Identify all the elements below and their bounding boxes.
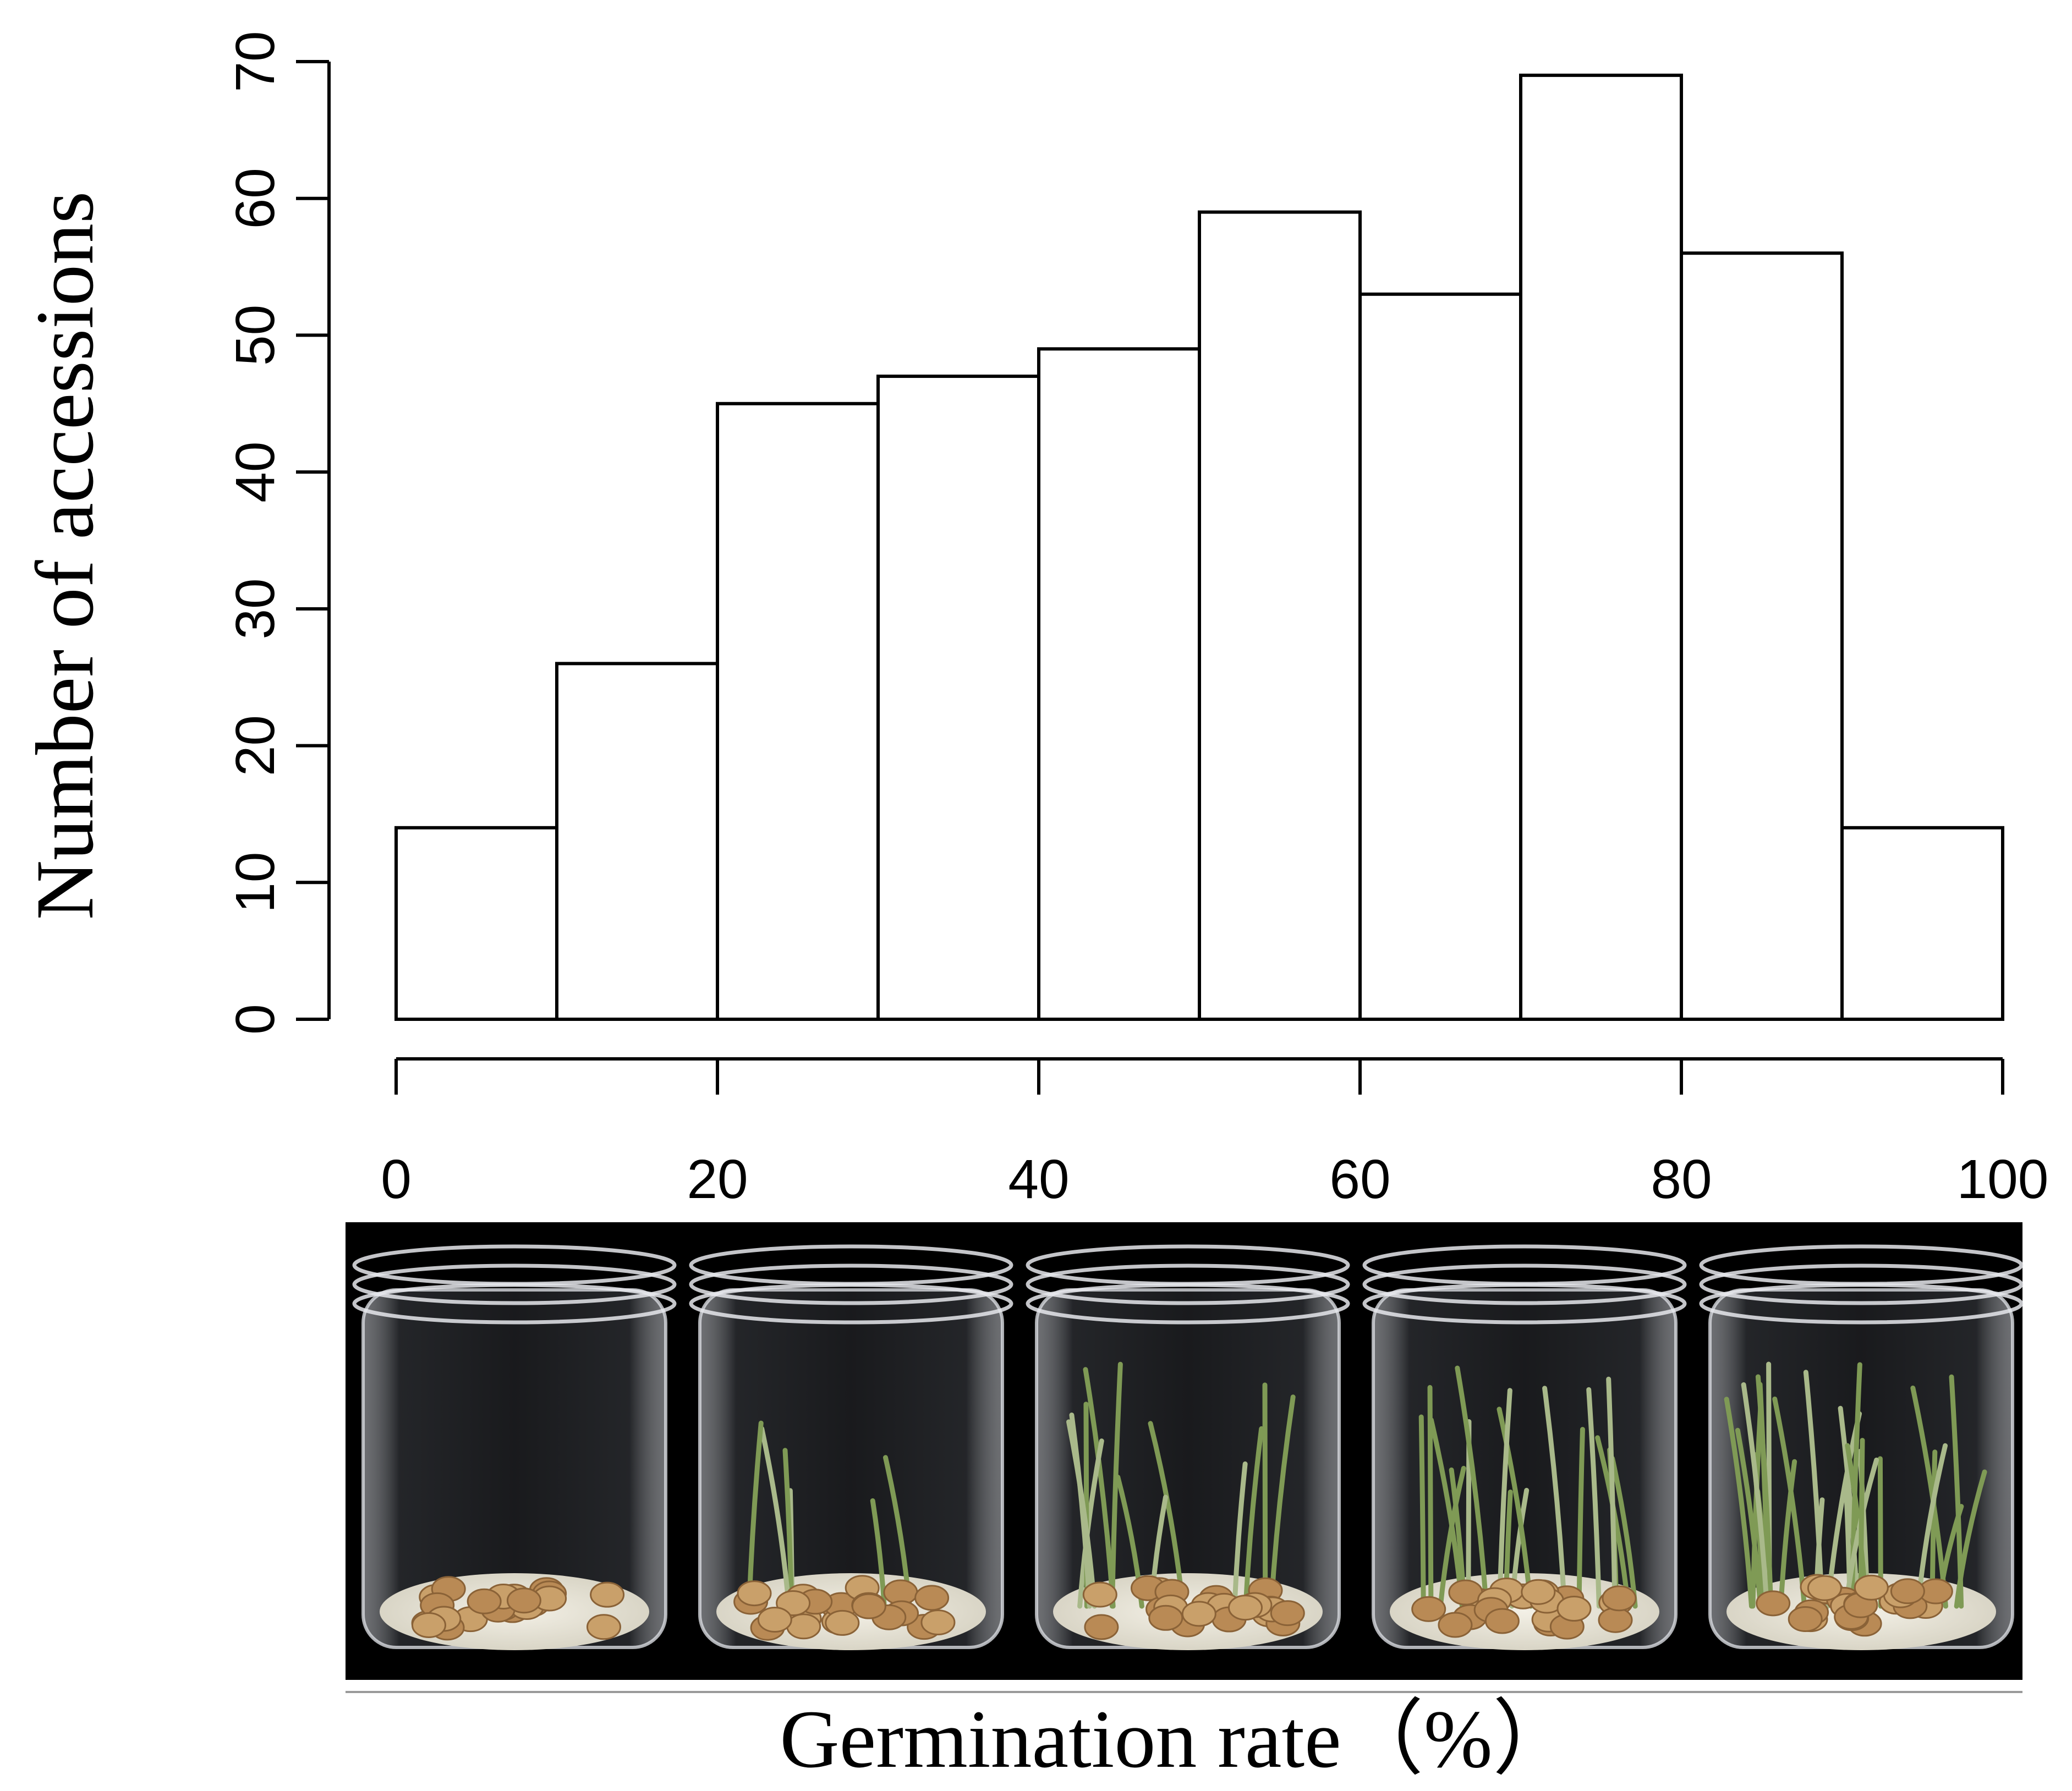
histogram-bar [1840, 826, 2004, 1021]
histogram-bars [394, 73, 2004, 1021]
x-tick-label: 0 [381, 1149, 412, 1210]
y-tick-label: 40 [224, 442, 286, 503]
germination-photo [346, 1222, 2024, 1680]
y-tick-label: 70 [224, 31, 286, 92]
histogram-bar [555, 662, 719, 1021]
y-tick-label: 10 [224, 852, 286, 913]
seed-jar [1699, 1244, 2024, 1650]
y-tick-label: 20 [224, 715, 286, 776]
histogram-bar [1198, 210, 1362, 1021]
histogram-bar [716, 402, 880, 1021]
histogram-bar [1037, 347, 1201, 1021]
y-tick-label: 50 [224, 305, 286, 366]
histogram-bar [1680, 251, 1844, 1021]
seed-jar [689, 1244, 1013, 1650]
x-axis: 0 20 40 60 80 100 [381, 1057, 2049, 1210]
x-tick-label: 100 [1957, 1149, 2049, 1210]
histogram-bar [1358, 292, 1522, 1021]
x-tick-label: 80 [1651, 1149, 1712, 1210]
seed-jar [1362, 1244, 1687, 1650]
seed-jar [352, 1244, 677, 1650]
histogram-bar [876, 375, 1040, 1021]
histogram-bar [1519, 73, 1683, 1021]
y-tick-label: 0 [224, 1004, 286, 1035]
histogram-bar [394, 826, 558, 1021]
axes-layer: 0 10 20 30 40 50 60 70 0 20 40 60 80 100 Number of a… [19, 31, 2048, 1210]
x-tick-label: 60 [1329, 1149, 1390, 1210]
y-axis: 0 10 20 30 40 50 60 70 [224, 31, 331, 1035]
y-tick-label: 60 [224, 168, 286, 229]
y-axis-label: Number of accessions [19, 191, 111, 920]
seed-jar [1026, 1244, 1350, 1650]
x-axis-label: Germination rate（%） [780, 1694, 1575, 1785]
x-tick-label: 40 [1008, 1149, 1069, 1210]
x-tick-label: 20 [687, 1149, 748, 1210]
y-tick-label: 30 [224, 578, 286, 639]
